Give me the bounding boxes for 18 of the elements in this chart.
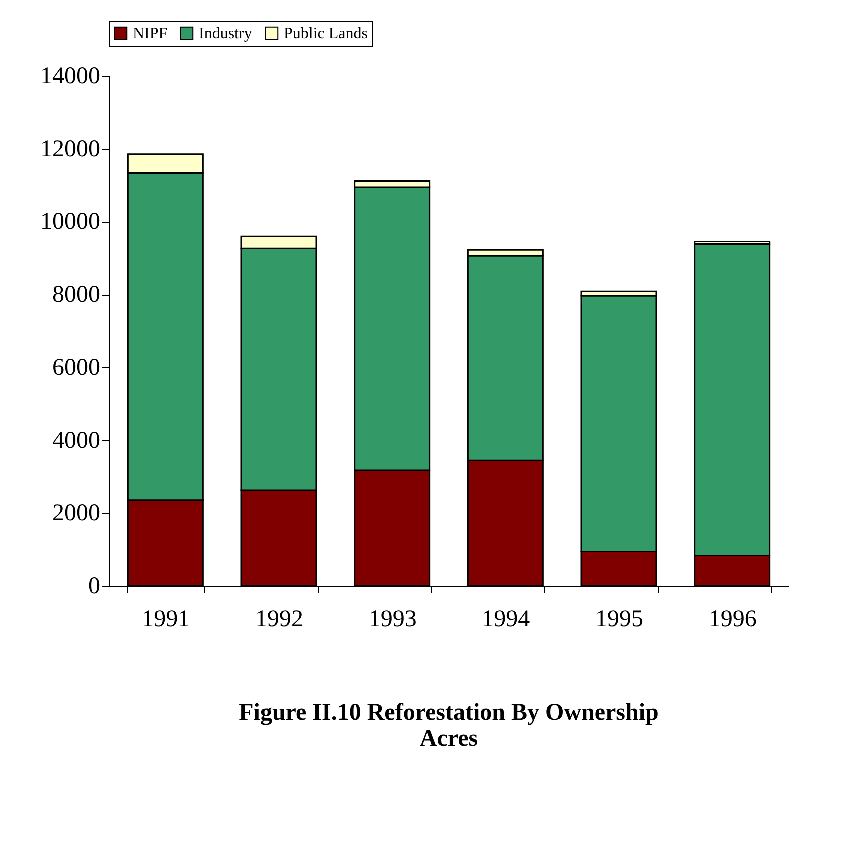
- y-tick-label: 2000: [52, 500, 100, 527]
- y-tick-label: 8000: [52, 282, 100, 308]
- x-tick-label: 1995: [596, 606, 644, 632]
- x-tick-label: 1991: [142, 606, 190, 632]
- legend-label: Public Lands: [284, 25, 368, 42]
- text: Figure II.10 Reforestation By Ownership Acres: [239, 700, 659, 752]
- legend-label: NIPF: [133, 25, 168, 42]
- y-tick-label: 6000: [52, 354, 100, 381]
- y-tick-label: 0: [88, 574, 100, 600]
- x-tick-label: 1994: [482, 606, 530, 632]
- y-tick-label: 4000: [52, 428, 100, 454]
- y-tick-label: 10000: [40, 209, 100, 236]
- y-tick-label: 12000: [40, 136, 100, 162]
- x-tick-label: 1992: [256, 606, 304, 632]
- x-tick-label: 1993: [368, 606, 417, 632]
- legend-label: Industry: [199, 25, 252, 42]
- x-tick-label: 1996: [708, 606, 757, 632]
- y-tick-label: 14000: [40, 64, 100, 90]
